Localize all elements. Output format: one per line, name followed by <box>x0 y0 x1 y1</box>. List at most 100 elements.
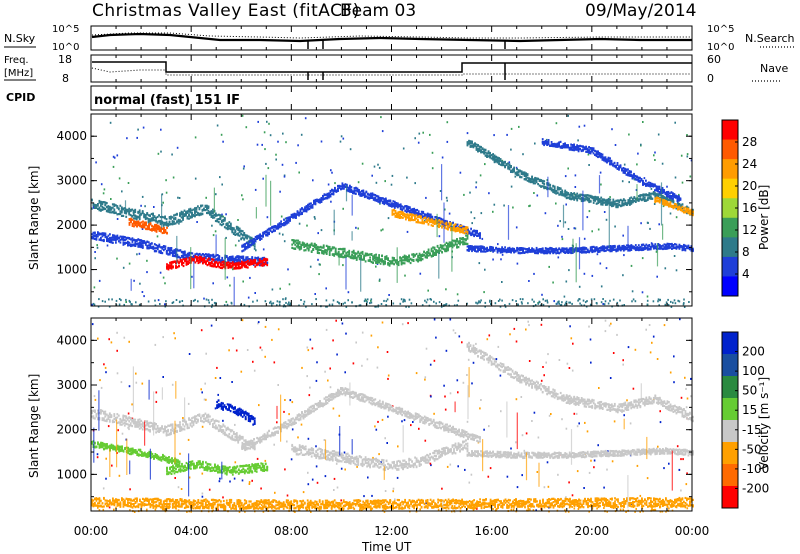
echo-cell <box>568 251 571 254</box>
echo-cell <box>298 246 301 249</box>
echo-cell <box>402 259 404 262</box>
echo-cell <box>234 262 237 265</box>
echo-cell <box>165 224 168 227</box>
echo-cell <box>221 256 224 260</box>
echo-cell <box>152 218 154 221</box>
echo-cell <box>240 260 243 263</box>
echo-cell <box>396 202 399 205</box>
echo-cell <box>249 260 252 264</box>
echo-cell <box>565 193 568 196</box>
echo-cell <box>423 213 426 216</box>
echo-cell <box>586 250 589 253</box>
echo-cell <box>225 255 228 258</box>
echo-cell <box>508 246 511 249</box>
echo-cell <box>662 247 664 250</box>
echo-cell <box>621 199 624 202</box>
echo-cell <box>259 237 261 240</box>
echo-cell <box>411 253 413 256</box>
echo-cell <box>298 214 300 217</box>
echo-cell <box>221 264 224 267</box>
echo-cell <box>420 257 422 260</box>
echo-cell <box>630 246 633 249</box>
echo-cell <box>173 214 175 217</box>
echo-cell <box>229 225 232 228</box>
echo-cell <box>562 250 565 254</box>
echo-cell <box>400 216 403 219</box>
echo-cell <box>462 243 464 246</box>
echo-cell <box>350 186 353 189</box>
power-panel <box>90 113 694 308</box>
scatter-cell <box>191 275 193 278</box>
scatter-cell <box>243 165 245 168</box>
echo-cell <box>597 248 600 251</box>
echo-cell <box>369 192 372 195</box>
echo-cell <box>313 199 315 202</box>
scatter-cell <box>677 299 679 302</box>
echo-cell <box>646 197 649 200</box>
echo-cell <box>147 244 150 247</box>
echo-cell <box>180 251 183 254</box>
echo-cell <box>400 212 403 216</box>
echo-cell <box>477 147 479 151</box>
echo-cell <box>571 148 574 151</box>
echo-cell <box>231 229 234 232</box>
echo-cell <box>556 142 559 145</box>
echo-cell <box>333 246 336 249</box>
echo-cell <box>312 248 315 251</box>
echo-cell <box>330 249 333 252</box>
scatter-cell <box>238 239 240 242</box>
echo-cell <box>537 250 539 254</box>
echo-cell <box>284 220 287 223</box>
scatter-cell <box>510 185 513 188</box>
echo-cell <box>191 212 193 215</box>
echo-cell <box>517 247 520 250</box>
scatter-cell <box>470 211 472 214</box>
echo-cell <box>510 248 512 251</box>
scatter-cell <box>583 237 586 240</box>
echo-cell <box>603 246 606 249</box>
echo-cell <box>359 193 362 196</box>
echo-cell <box>226 223 229 226</box>
echo-cell <box>642 243 645 246</box>
scatter-cell <box>653 203 656 205</box>
echo-cell <box>274 229 276 232</box>
echo-cell <box>454 223 457 226</box>
echo-cell <box>196 258 198 261</box>
echo-cell <box>598 198 601 201</box>
scatter-cell <box>377 163 379 166</box>
echo-cell <box>487 150 490 153</box>
echo-cell <box>216 259 219 262</box>
echo-cell <box>110 211 113 214</box>
echo-cell <box>149 220 151 223</box>
echo-cell <box>295 242 298 245</box>
echo-cell <box>532 181 535 184</box>
echo-cell <box>592 152 595 155</box>
echo-cell <box>390 204 393 207</box>
echo-cell <box>322 195 324 198</box>
echo-cell <box>355 252 358 255</box>
echo-cell <box>207 255 210 258</box>
echo-cell <box>537 177 539 180</box>
echo-cell <box>147 221 150 224</box>
echo-cell <box>387 257 389 260</box>
scatter-cell <box>636 163 638 166</box>
echo-cell <box>274 226 276 229</box>
echo-cell <box>337 184 339 188</box>
echo-cell <box>377 195 380 198</box>
echo-cell <box>116 213 119 216</box>
echo-cell <box>421 220 424 224</box>
echo-cell <box>240 255 243 258</box>
scatter-cell <box>141 195 144 198</box>
echo-cell <box>619 198 622 201</box>
echo-cell <box>153 249 156 253</box>
echo-cell <box>237 262 240 265</box>
echo-cell <box>454 227 457 230</box>
echo-cell <box>128 241 131 244</box>
echo-cell <box>298 241 301 244</box>
echo-cell <box>594 249 597 252</box>
echo-cell <box>624 245 627 249</box>
scatter-cell <box>650 242 653 245</box>
scatter-cell <box>247 296 250 299</box>
scatter-cell <box>641 291 644 294</box>
echo-cell <box>398 205 401 208</box>
